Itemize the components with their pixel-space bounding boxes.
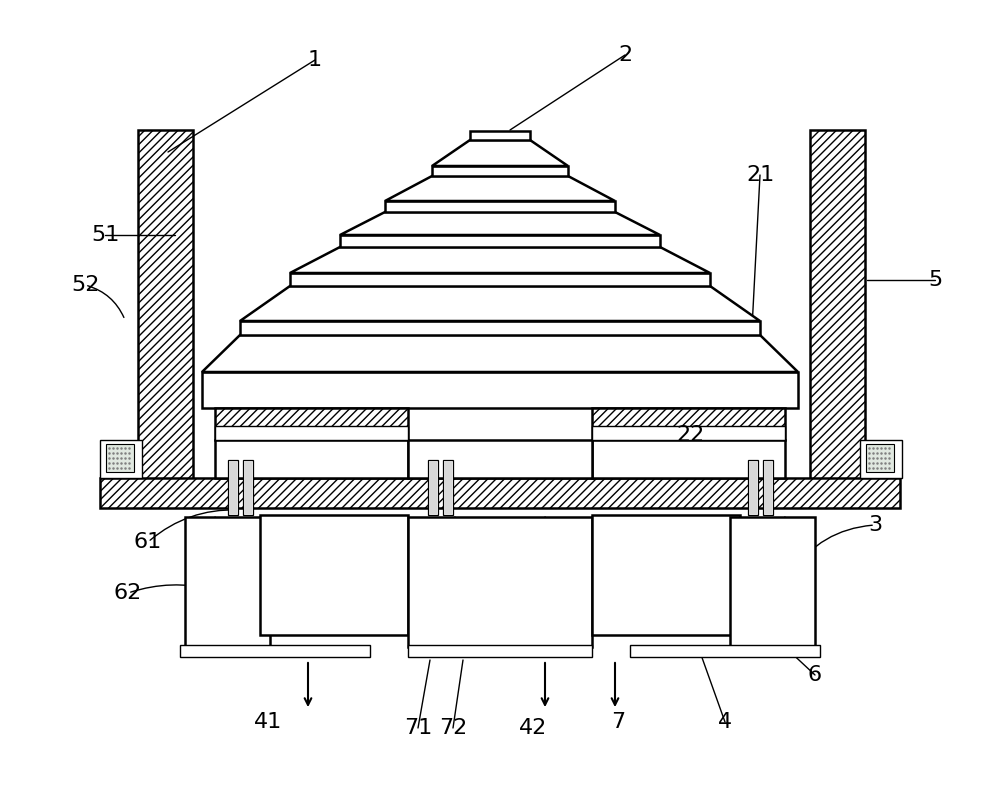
Polygon shape [432,140,568,166]
Bar [340,235,660,247]
Bar [763,460,773,515]
Bar [228,460,238,515]
Bar [443,460,453,515]
Bar [215,408,408,440]
Bar [138,130,193,490]
Text: 61: 61 [134,532,162,552]
Bar [290,273,710,286]
Text: 21: 21 [746,165,774,185]
Bar [444,461,452,514]
Bar [260,515,408,635]
Text: 2: 2 [618,45,632,65]
Bar [180,645,370,657]
Bar [592,408,785,440]
Bar [229,461,237,514]
Bar [730,517,815,647]
Bar [432,166,568,176]
Text: 22: 22 [676,425,704,445]
Bar [592,440,785,478]
Bar [106,444,134,472]
Bar [243,460,253,515]
Bar [429,461,437,514]
Text: 4: 4 [718,712,732,732]
Polygon shape [340,212,660,235]
Bar [240,321,760,335]
Bar [202,372,798,408]
Bar [428,460,438,515]
Bar [408,440,592,478]
Text: 1: 1 [308,50,322,70]
Bar [860,440,902,478]
Bar [100,440,142,478]
Text: 72: 72 [439,718,467,738]
Text: 7: 7 [611,712,625,732]
Text: 71: 71 [404,718,432,738]
Bar [630,645,820,657]
Bar [866,444,894,472]
Bar [215,426,408,440]
Bar [592,426,785,440]
Bar [470,131,530,140]
Text: 5: 5 [928,270,942,290]
Bar [244,461,252,514]
Text: 42: 42 [519,718,547,738]
Bar [408,645,592,657]
Text: 62: 62 [114,583,142,603]
Text: 41: 41 [254,712,282,732]
Bar [810,130,865,490]
Bar [408,517,592,647]
Polygon shape [240,286,760,321]
Bar [185,517,270,647]
Text: 51: 51 [91,225,119,245]
Text: 3: 3 [868,515,882,535]
Text: 52: 52 [71,275,99,295]
Polygon shape [385,176,615,201]
Bar [749,461,757,514]
Bar [385,201,615,212]
Bar [215,440,408,478]
Bar [592,515,740,635]
Bar [764,461,772,514]
Text: 6: 6 [808,665,822,685]
Bar [100,478,900,508]
Polygon shape [290,247,710,273]
Polygon shape [202,335,798,372]
Bar [748,460,758,515]
